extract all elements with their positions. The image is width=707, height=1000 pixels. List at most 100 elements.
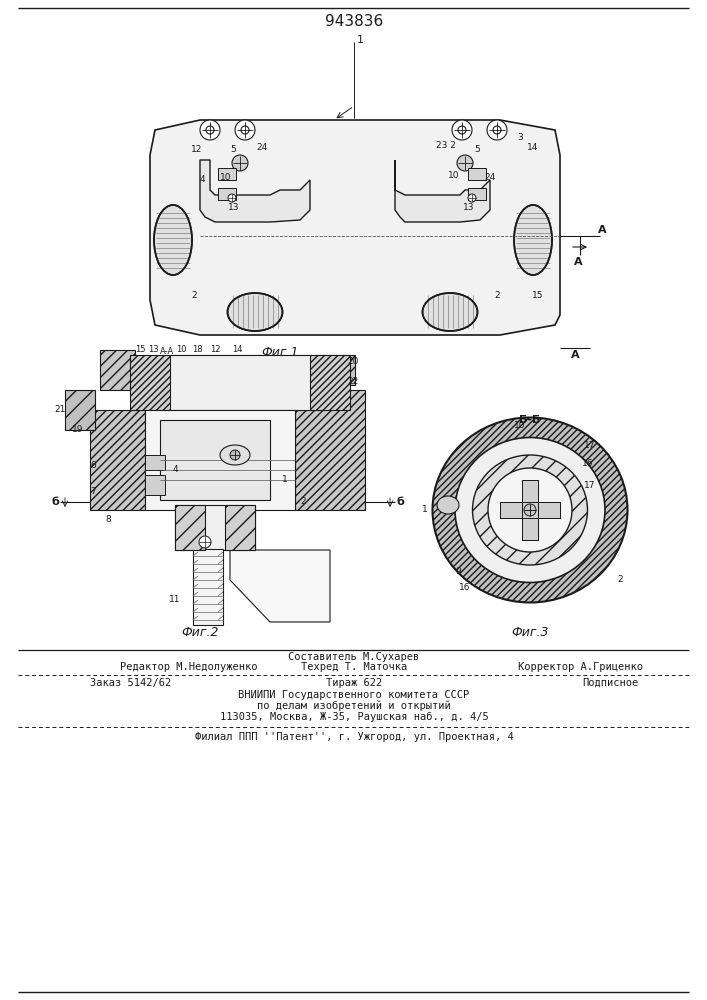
Text: 12: 12 <box>210 346 221 355</box>
Ellipse shape <box>220 445 250 465</box>
Ellipse shape <box>437 496 459 514</box>
Bar <box>160 420 270 500</box>
Text: 13: 13 <box>463 202 474 212</box>
Polygon shape <box>395 160 490 222</box>
Polygon shape <box>230 550 330 622</box>
Text: 1: 1 <box>422 506 428 514</box>
Circle shape <box>487 120 507 140</box>
Text: A-A: A-A <box>160 348 174 357</box>
Bar <box>145 455 165 470</box>
Polygon shape <box>150 120 560 335</box>
Text: 9: 9 <box>455 568 461 576</box>
Text: 13: 13 <box>148 346 158 355</box>
Text: 5: 5 <box>230 144 236 153</box>
Text: 4: 4 <box>173 466 178 475</box>
Text: 21: 21 <box>54 406 66 414</box>
Text: Тираж 622: Тираж 622 <box>326 678 382 688</box>
Bar <box>170 355 310 410</box>
Text: Техред Т. Маточка: Техред Т. Маточка <box>301 662 407 672</box>
Text: 24: 24 <box>484 174 496 182</box>
Bar <box>218 168 236 180</box>
Bar <box>218 188 236 200</box>
Text: 1: 1 <box>356 35 363 45</box>
Circle shape <box>488 468 572 552</box>
Circle shape <box>230 450 240 460</box>
Bar <box>90 410 145 510</box>
Text: 2: 2 <box>191 290 197 300</box>
Bar <box>295 390 365 510</box>
Text: 18: 18 <box>192 346 202 355</box>
Text: 16: 16 <box>583 458 594 468</box>
Circle shape <box>200 120 220 140</box>
Circle shape <box>493 126 501 134</box>
Text: 7: 7 <box>90 488 96 496</box>
Circle shape <box>235 120 255 140</box>
Text: 6: 6 <box>90 460 96 470</box>
Bar <box>415 175 445 210</box>
Text: по делам изобретений и открытий: по делам изобретений и открытий <box>257 701 451 711</box>
Text: 17: 17 <box>584 440 596 450</box>
Bar <box>522 480 538 540</box>
Text: ВНИИПИ Государственного комитета СССР: ВНИИПИ Государственного комитета СССР <box>238 690 469 700</box>
Text: 17: 17 <box>584 481 596 489</box>
Ellipse shape <box>455 438 605 582</box>
Text: A: A <box>571 350 579 360</box>
Text: 24: 24 <box>257 142 268 151</box>
Text: 10: 10 <box>221 174 232 182</box>
Ellipse shape <box>154 205 192 275</box>
Text: Редактор М.Недолуженко: Редактор М.Недолуженко <box>120 662 257 672</box>
Text: б: б <box>51 497 59 507</box>
Text: 5: 5 <box>474 144 480 153</box>
Text: Заказ 5142/62: Заказ 5142/62 <box>90 678 171 688</box>
Text: 15: 15 <box>532 290 544 300</box>
Text: б: б <box>396 497 404 507</box>
Text: 1: 1 <box>282 476 288 485</box>
Bar <box>468 168 486 180</box>
Bar <box>468 188 486 200</box>
Circle shape <box>232 155 248 171</box>
Text: Б-Б: Б-Б <box>520 415 541 425</box>
Text: 14: 14 <box>232 346 243 355</box>
Circle shape <box>452 120 472 140</box>
Text: 15: 15 <box>135 346 145 355</box>
Bar <box>65 390 95 430</box>
Text: 13: 13 <box>228 202 240 212</box>
Ellipse shape <box>433 418 628 602</box>
Text: 10: 10 <box>448 170 460 180</box>
Text: 2: 2 <box>617 576 623 584</box>
Text: 3: 3 <box>517 133 523 142</box>
Text: 8: 8 <box>105 516 111 524</box>
Text: Подписное: Подписное <box>582 678 638 688</box>
Bar <box>500 502 560 518</box>
Text: 20: 20 <box>347 358 358 366</box>
Bar <box>260 175 290 210</box>
Circle shape <box>228 194 236 202</box>
Text: 4: 4 <box>199 176 205 184</box>
Text: Фиг.1: Фиг.1 <box>262 346 299 359</box>
Bar <box>175 505 205 550</box>
Bar <box>193 549 223 625</box>
Bar <box>315 355 355 385</box>
Text: 12: 12 <box>192 145 203 154</box>
Bar <box>225 505 255 550</box>
Circle shape <box>468 194 476 202</box>
Text: 11: 11 <box>169 595 181 604</box>
Bar <box>145 410 295 510</box>
Text: Фиг.3: Фиг.3 <box>511 626 549 639</box>
Bar <box>500 502 560 518</box>
Bar <box>522 480 538 540</box>
Bar <box>130 355 350 410</box>
Text: 943836: 943836 <box>325 14 383 29</box>
Text: A: A <box>598 225 607 235</box>
Circle shape <box>241 126 249 134</box>
Circle shape <box>524 504 536 516</box>
Ellipse shape <box>423 293 477 331</box>
Text: 113035, Москва, Ж-35, Раушская наб., д. 4/5: 113035, Москва, Ж-35, Раушская наб., д. … <box>220 712 489 722</box>
Bar <box>175 505 255 550</box>
Text: A: A <box>573 257 583 267</box>
Bar <box>145 475 165 495</box>
Text: 14: 14 <box>527 143 539 152</box>
Text: 19: 19 <box>72 426 83 434</box>
Text: 10: 10 <box>176 346 186 355</box>
Text: 22: 22 <box>347 377 358 386</box>
